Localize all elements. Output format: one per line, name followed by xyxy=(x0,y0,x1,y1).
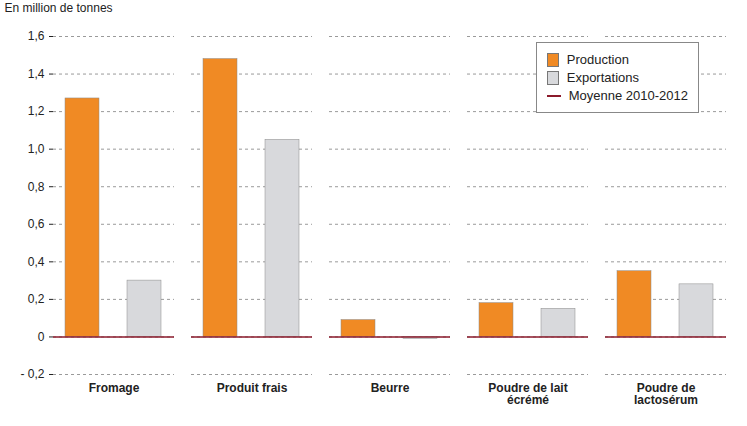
html-text:Production: Production xyxy=(566,52,629,67)
svg-text:0,6: 0,6 xyxy=(28,217,45,231)
svg-text:En million de tonnes: En million de tonnes xyxy=(5,1,113,15)
svg-text:Produit frais: Produit frais xyxy=(217,381,288,395)
svg-text:0,2: 0,2 xyxy=(28,292,45,306)
svg-text:0,8: 0,8 xyxy=(28,180,45,194)
html-text:Exportations: Exportations xyxy=(566,70,639,85)
svg-text:- 0,2: - 0,2 xyxy=(20,367,44,381)
svg-text:1,4: 1,4 xyxy=(28,67,45,81)
svg-text:1,2: 1,2 xyxy=(28,104,45,118)
svg-text:1,0: 1,0 xyxy=(28,142,45,156)
svg-text:0,4: 0,4 xyxy=(28,255,45,269)
svg-text:Fromage: Fromage xyxy=(89,381,140,395)
svg-text:Beurre: Beurre xyxy=(371,381,410,395)
svg-text:1,6: 1,6 xyxy=(28,29,45,43)
svg-text:0: 0 xyxy=(38,330,45,344)
html-text:Moyenne 2010-2012: Moyenne 2010-2012 xyxy=(568,88,688,103)
svg-text:Poudre de laitécrémé: Poudre de laitécrémé xyxy=(488,381,567,407)
svg-text:Poudre delactosérum: Poudre delactosérum xyxy=(634,381,698,407)
